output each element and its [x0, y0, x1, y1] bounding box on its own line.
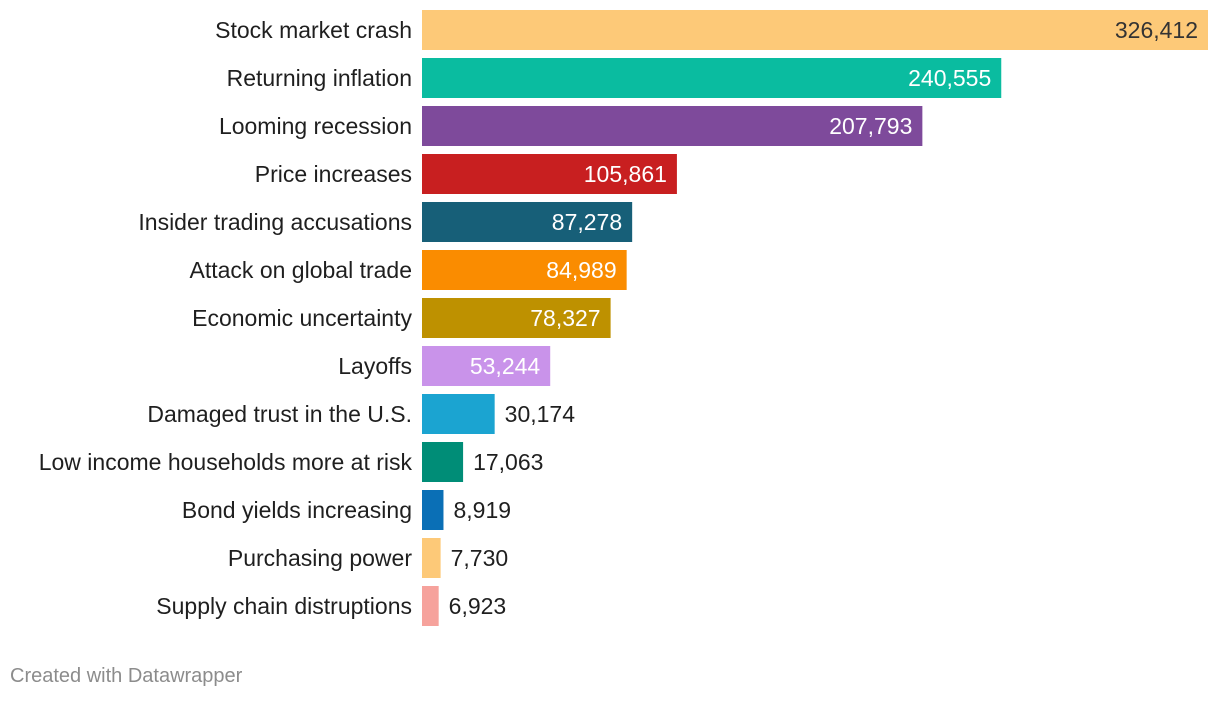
category-label: Insider trading accusations — [138, 209, 412, 235]
value-label: 326,412 — [1115, 17, 1198, 43]
category-label: Returning inflation — [227, 65, 412, 91]
bar — [422, 250, 627, 290]
category-label: Stock market crash — [215, 17, 412, 43]
category-label: Purchasing power — [228, 545, 412, 571]
bar — [422, 586, 439, 626]
bar — [422, 10, 1208, 50]
value-label: 6,923 — [449, 593, 507, 619]
category-label: Damaged trust in the U.S. — [147, 401, 412, 427]
category-label: Supply chain distruptions — [156, 593, 412, 619]
value-label: 207,793 — [829, 113, 912, 139]
bar — [422, 202, 633, 242]
bar — [422, 346, 551, 386]
bar — [422, 394, 495, 434]
value-label: 78,327 — [530, 305, 600, 331]
value-label: 87,278 — [552, 209, 622, 235]
value-label: 240,555 — [908, 65, 991, 91]
bar — [422, 442, 464, 482]
value-label: 30,174 — [505, 401, 576, 427]
value-label: 8,919 — [453, 497, 511, 523]
category-label: Economic uncertainty — [192, 305, 412, 331]
bar — [422, 106, 923, 146]
bar — [422, 58, 1002, 98]
category-label: Price increases — [255, 161, 412, 187]
bar — [422, 490, 444, 530]
value-label: 7,730 — [451, 545, 509, 571]
category-label: Layoffs — [338, 353, 412, 379]
bar-chart: Stock market crash 326,412 Returning infla… — [39, 10, 1208, 626]
category-label: Attack on global trade — [190, 257, 412, 283]
value-label: 17,063 — [473, 449, 543, 475]
category-label: Bond yields increasing — [182, 497, 412, 523]
value-label: 84,989 — [546, 257, 616, 283]
bar — [422, 298, 611, 338]
value-label: 53,244 — [470, 353, 541, 379]
bar — [422, 154, 677, 194]
value-label: 105,861 — [584, 161, 667, 187]
category-label: Low income households more at risk — [39, 449, 413, 475]
bar — [422, 538, 441, 578]
category-label: Looming recession — [219, 113, 412, 139]
datawrapper-credit: Created with Datawrapper — [10, 665, 243, 687]
